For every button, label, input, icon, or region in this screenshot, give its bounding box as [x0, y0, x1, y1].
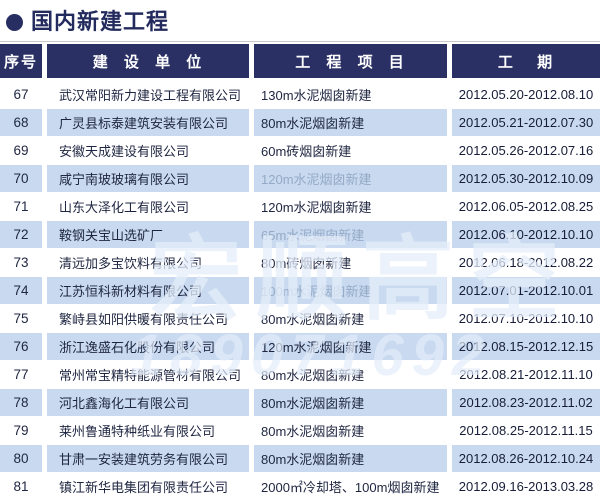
- row-number-cell: 78: [0, 389, 42, 416]
- company-cell: 鞍钢关宝山选矿厂: [47, 221, 249, 248]
- company-cell: 安徽天成建设有限公司: [47, 137, 249, 164]
- project-cell: 120m水泥烟囱新建: [254, 193, 447, 220]
- bullet-icon: [6, 13, 23, 31]
- company-cell: 甘肃一安装建筑劳务有限公司: [47, 445, 249, 472]
- project-cell: 80m水泥烟囱新建: [254, 445, 447, 472]
- project-cell: 65m水泥烟囱新建: [254, 221, 447, 248]
- row-number-cell: 81: [0, 473, 42, 500]
- project-cell: 2000㎡冷却塔、100m烟囱新建: [254, 473, 447, 500]
- project-cell: 100m水泥烟囱新建: [254, 277, 447, 304]
- table-row: 69 安徽天成建设有限公司 60m砖烟囱新建 2012.05.26-2012.07.1…: [0, 137, 600, 164]
- table-row: 71 山东大泽化工有限公司 120m水泥烟囱新建 2012.06.05-2012.08…: [0, 193, 600, 220]
- table-row: 76 浙江逸盛石化股份有限公司 120m水泥烟囱新建 2012.08.15-2012.…: [0, 333, 600, 360]
- row-number-cell: 68: [0, 109, 42, 136]
- row-number-cell: 70: [0, 165, 42, 192]
- table-row: 74 江苏恒科新材料有限公司 100m水泥烟囱新建 2012.07.01-2012.1…: [0, 277, 600, 304]
- company-cell: 清远加多宝饮料有限公司: [47, 249, 249, 276]
- company-cell: 常州常宝精特能源管材有限公司: [47, 361, 249, 388]
- company-cell: 广灵县标泰建筑安装有限公司: [47, 109, 249, 136]
- row-number-cell: 73: [0, 249, 42, 276]
- table-body: 67 武汉常阳新力建设工程有限公司 130m水泥烟囱新建 2012.05.20-201…: [0, 81, 600, 500]
- project-cell: 120m水泥烟囱新建: [254, 165, 447, 192]
- company-cell: 河北鑫海化工有限公司: [47, 389, 249, 416]
- table-row: 68 广灵县标泰建筑安装有限公司 80m水泥烟囱新建 2012.05.21-2012.…: [0, 109, 600, 136]
- table-row: 75 繁峙县如阳供暖有限责任公司 80m水泥烟囱新建 2012.07.10-2012.…: [0, 305, 600, 332]
- table-row: 78 河北鑫海化工有限公司 80m水泥烟囱新建 2012.08.23-2012.11.…: [0, 389, 600, 416]
- row-number-cell: 80: [0, 445, 42, 472]
- table-row: 72 鞍钢关宝山选矿厂 65m水泥烟囱新建 2012.06.10-2012.10.10: [0, 221, 600, 248]
- period-cell: 2012.08.23-2012.11.02: [452, 389, 600, 416]
- row-number-cell: 72: [0, 221, 42, 248]
- header-project: 工 程 项 目: [254, 44, 447, 78]
- period-cell: 2012.08.21-2012.11.10: [452, 361, 600, 388]
- header-company: 建 设 单 位: [47, 44, 249, 78]
- period-cell: 2012.06.18-2012.08.22: [452, 249, 600, 276]
- row-number-cell: 74: [0, 277, 42, 304]
- company-cell: 莱州鲁通特种纸业有限公司: [47, 417, 249, 444]
- row-number-cell: 77: [0, 361, 42, 388]
- company-cell: 繁峙县如阳供暖有限责任公司: [47, 305, 249, 332]
- period-cell: 2012.06.05-2012.08.25: [452, 193, 600, 220]
- company-cell: 武汉常阳新力建设工程有限公司: [47, 81, 249, 108]
- project-cell: 80m水泥烟囱新建: [254, 389, 447, 416]
- period-cell: 2012.07.01-2012.10.01: [452, 277, 600, 304]
- row-number-cell: 75: [0, 305, 42, 332]
- project-cell: 60m砖烟囱新建: [254, 137, 447, 164]
- row-number-cell: 67: [0, 81, 42, 108]
- page-title: 国内新建工程: [31, 9, 170, 34]
- company-cell: 镇江新华电集团有限责任公司: [47, 473, 249, 500]
- company-cell: 浙江逸盛石化股份有限公司: [47, 333, 249, 360]
- company-cell: 咸宁南玻玻璃有限公司: [47, 165, 249, 192]
- company-cell: 山东大泽化工有限公司: [47, 193, 249, 220]
- title-divider: [0, 41, 600, 42]
- row-number-cell: 79: [0, 417, 42, 444]
- period-cell: 2012.06.10-2012.10.10: [452, 221, 600, 248]
- period-cell: 2012.05.21-2012.07.30: [452, 109, 600, 136]
- table-row: 79 莱州鲁通特种纸业有限公司 80m水泥烟囱新建 2012.08.25-2012.1…: [0, 417, 600, 444]
- project-cell: 80m水泥烟囱新建: [254, 109, 447, 136]
- row-number-cell: 71: [0, 193, 42, 220]
- period-cell: 2012.05.26-2012.07.16: [452, 137, 600, 164]
- period-cell: 2012.08.25-2012.11.15: [452, 417, 600, 444]
- header-period: 工 期: [452, 44, 600, 78]
- project-cell: 130m水泥烟囱新建: [254, 81, 447, 108]
- period-cell: 2012.09.16-2013.03.28: [452, 473, 600, 500]
- period-cell: 2012.05.30-2012.10.09: [452, 165, 600, 192]
- table-row: 73 清远加多宝饮料有限公司 80m砖烟囱新建 2012.06.18-2012.08.…: [0, 249, 600, 276]
- table-row: 67 武汉常阳新力建设工程有限公司 130m水泥烟囱新建 2012.05.20-201…: [0, 81, 600, 108]
- project-cell: 80m水泥烟囱新建: [254, 361, 447, 388]
- project-cell: 80m砖烟囱新建: [254, 249, 447, 276]
- period-cell: 2012.08.26-2012.10.24: [452, 445, 600, 472]
- table-row: 81 镇江新华电集团有限责任公司 2000㎡冷却塔、100m烟囱新建 2012.09.…: [0, 473, 600, 500]
- period-cell: 2012.05.20-2012.08.10: [452, 81, 600, 108]
- period-cell: 2012.08.15-2012.12.15: [452, 333, 600, 360]
- company-cell: 江苏恒科新材料有限公司: [47, 277, 249, 304]
- row-number-cell: 76: [0, 333, 42, 360]
- project-cell: 80m水泥烟囱新建: [254, 305, 447, 332]
- header-no: 序号: [0, 44, 42, 78]
- section-title-bar: 国内新建工程: [0, 0, 600, 40]
- table-row: 80 甘肃一安装建筑劳务有限公司 80m水泥烟囱新建 2012.08.26-2012.…: [0, 445, 600, 472]
- project-cell: 80m水泥烟囱新建: [254, 417, 447, 444]
- row-number-cell: 69: [0, 137, 42, 164]
- table-row: 70 咸宁南玻玻璃有限公司 120m水泥烟囱新建 2012.05.30-2012.10…: [0, 165, 600, 192]
- project-cell: 120m水泥烟囱新建: [254, 333, 447, 360]
- table-row: 77 常州常宝精特能源管材有限公司 80m水泥烟囱新建 2012.08.21-2012…: [0, 361, 600, 388]
- period-cell: 2012.07.10-2012.10.10: [452, 305, 600, 332]
- table-header-row: 序号 建 设 单 位 工 程 项 目 工 期: [0, 44, 600, 78]
